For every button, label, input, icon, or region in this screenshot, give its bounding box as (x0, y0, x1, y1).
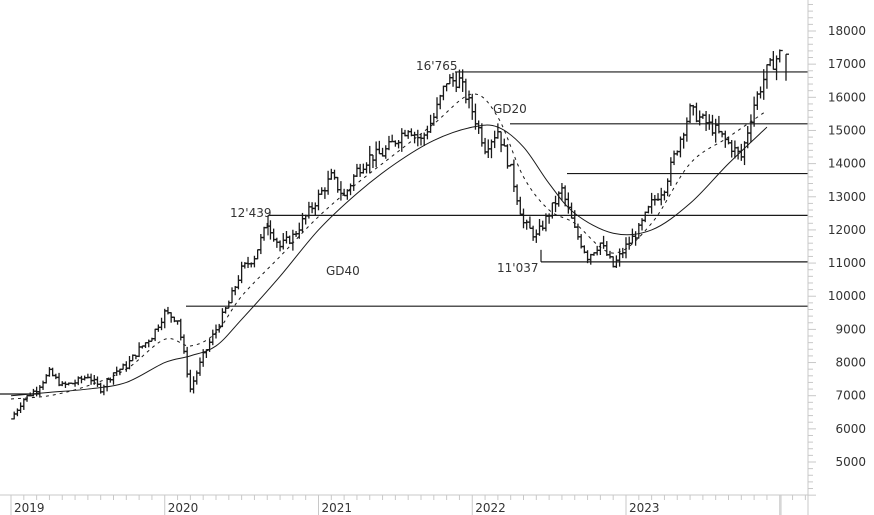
resistance-label: 12'439 (230, 206, 271, 220)
y-tick-label: 7000 (835, 389, 866, 403)
y-tick-label: 16000 (828, 90, 866, 104)
y-tick-label: 18000 (828, 24, 866, 38)
y-tick-label: 12000 (828, 223, 866, 237)
y-tick-label: 9000 (835, 322, 866, 336)
y-tick-label: 11000 (828, 256, 866, 270)
y-tick-label: 13000 (828, 190, 866, 204)
y-tick-label: 15000 (828, 123, 866, 137)
x-tick-label: 2022 (475, 501, 506, 515)
y-tick-label: 17000 (828, 57, 866, 71)
x-tick-label: 2023 (629, 501, 660, 515)
y-tick-label: 8000 (835, 356, 866, 370)
y-tick-label: 14000 (828, 157, 866, 171)
price-bars (11, 49, 789, 420)
gd20-label: GD20 (493, 102, 527, 116)
x-axis-ticks: 2019 2020 2021 2022 2023 (10, 495, 806, 515)
support-label: 11'037 (497, 261, 538, 275)
support-resistance-lines (0, 71, 808, 395)
y-axis-ticks: 5000 6000 7000 8000 9000 10000 11000 12000 13000… (808, 3, 866, 496)
y-tick-label: 10000 (828, 289, 866, 303)
x-tick-label: 2019 (14, 501, 45, 515)
y-tick-label: 5000 (835, 455, 866, 469)
gd40-moving-average (10, 124, 768, 397)
x-tick-label: 2020 (168, 501, 199, 515)
x-tick-label: 2021 (322, 501, 353, 515)
peak-label: 16'765 (416, 59, 457, 73)
y-tick-label: 6000 (835, 422, 866, 436)
gd40-label: GD40 (326, 264, 360, 278)
